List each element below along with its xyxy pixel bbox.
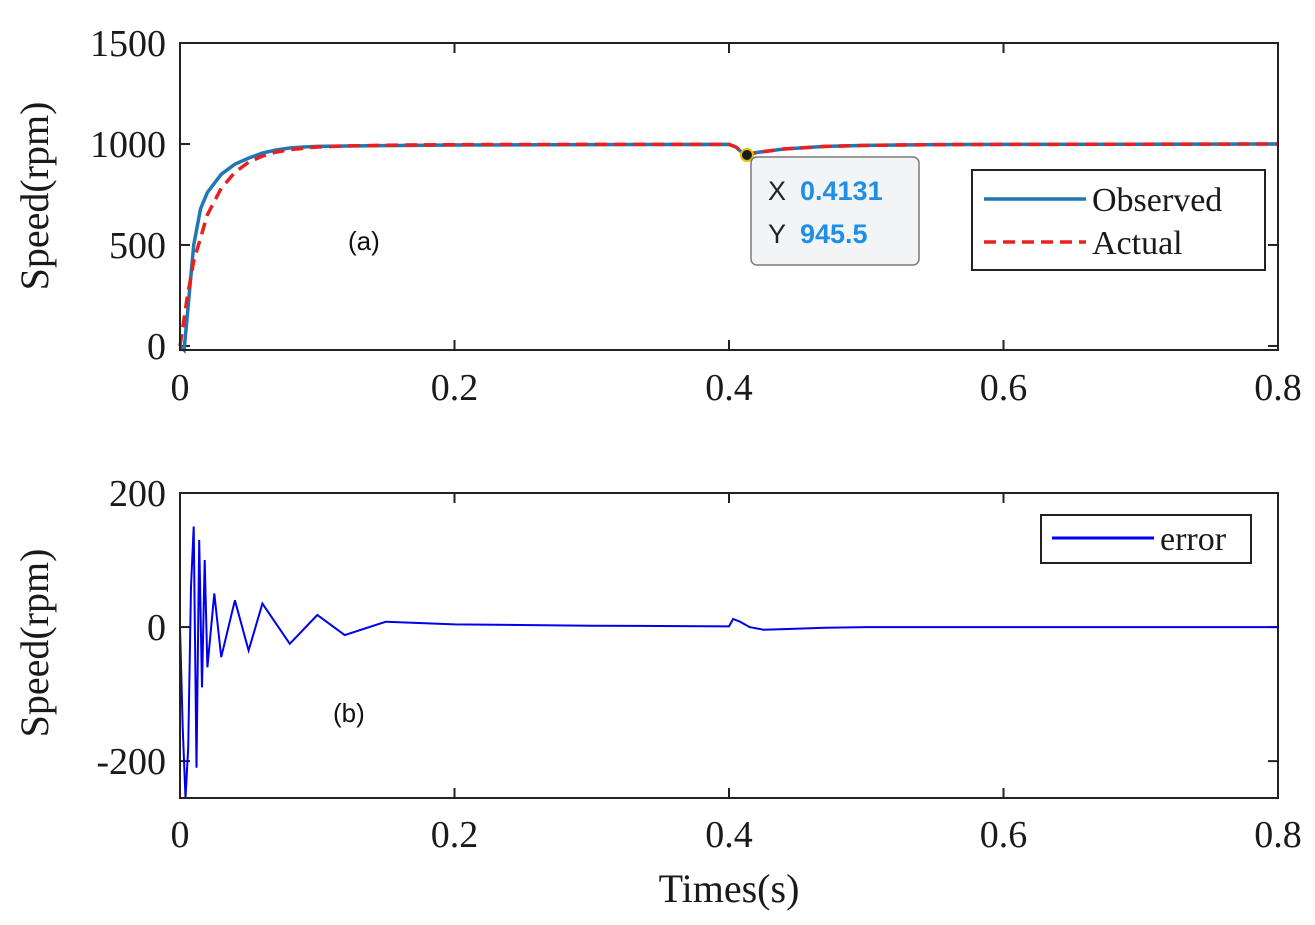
error-series-line bbox=[179, 526, 1278, 799]
panel-a-axes-box bbox=[179, 42, 1279, 351]
panel-a-legend-box bbox=[971, 169, 1266, 271]
panel-a-legend: Observed Actual bbox=[971, 169, 1266, 271]
panel-b-series bbox=[179, 526, 1278, 799]
x-axis-label: Times(s) bbox=[659, 866, 800, 911]
x-tick-label: 0.2 bbox=[431, 814, 479, 856]
panel-a-y-tick-labels: 0 500 1000 1500 bbox=[90, 23, 166, 368]
x-tick-label: 0.6 bbox=[980, 814, 1028, 856]
panel-b-x-tick-labels: 0 0.2 0.4 0.6 0.8 bbox=[171, 814, 1302, 856]
y-tick-label: 1500 bbox=[90, 23, 166, 65]
x-tick-label: 0.4 bbox=[705, 367, 753, 409]
observed-series-line bbox=[178, 142, 1279, 354]
x-tick-label: 0.2 bbox=[431, 367, 479, 409]
datatip-x-key: X bbox=[768, 176, 786, 206]
panel-a-annotation: (a) bbox=[348, 226, 380, 256]
y-tick-label: 0 bbox=[147, 607, 166, 649]
datatip-box[interactable]: X 0.4131 Y 945.5 bbox=[750, 156, 920, 266]
panel-a-series bbox=[178, 142, 1279, 354]
x-tick-label: 0 bbox=[171, 814, 190, 856]
datatip-y-value: 945.5 bbox=[800, 219, 868, 249]
x-tick-label: 0.8 bbox=[1254, 814, 1302, 856]
datatip-background bbox=[750, 156, 920, 266]
legend-actual-label: Actual bbox=[1092, 225, 1183, 262]
actual-series-line bbox=[178, 142, 1279, 347]
panel-b-axes-box bbox=[179, 492, 1279, 799]
panel-b-legend: error bbox=[1040, 514, 1252, 564]
datatip-y-key: Y bbox=[768, 219, 786, 249]
panel-b-annotation: (b) bbox=[333, 698, 365, 728]
panel-a-x-tick-labels: 0 0.2 0.4 0.6 0.8 bbox=[171, 367, 1302, 409]
y-tick-label: 500 bbox=[109, 225, 166, 267]
y-tick-label: 0 bbox=[147, 326, 166, 368]
datatip-x-value: 0.4131 bbox=[800, 176, 883, 206]
panel-a-speed-chart: 0 0.2 0.4 0.6 0.8 0 500 1000 1500 Speed(rpm) (a… bbox=[12, 23, 1302, 409]
x-tick-label: 0.4 bbox=[705, 814, 753, 856]
panel-a-y-axis-label: Speed(rpm) bbox=[12, 102, 57, 291]
legend-observed-label: Observed bbox=[1092, 182, 1222, 219]
y-tick-label: 200 bbox=[109, 473, 166, 515]
x-tick-label: 0.8 bbox=[1254, 367, 1302, 409]
y-tick-label: 1000 bbox=[90, 124, 166, 166]
legend-error-label: error bbox=[1160, 521, 1227, 558]
x-tick-label: 0.6 bbox=[980, 367, 1028, 409]
panel-b-y-axis-label: Speed(rpm) bbox=[12, 549, 57, 738]
x-tick-label: 0 bbox=[171, 367, 190, 409]
y-tick-label: -200 bbox=[96, 741, 166, 783]
datatip-marker[interactable] bbox=[739, 147, 754, 162]
panel-b-y-tick-labels: -200 0 200 bbox=[96, 473, 166, 783]
